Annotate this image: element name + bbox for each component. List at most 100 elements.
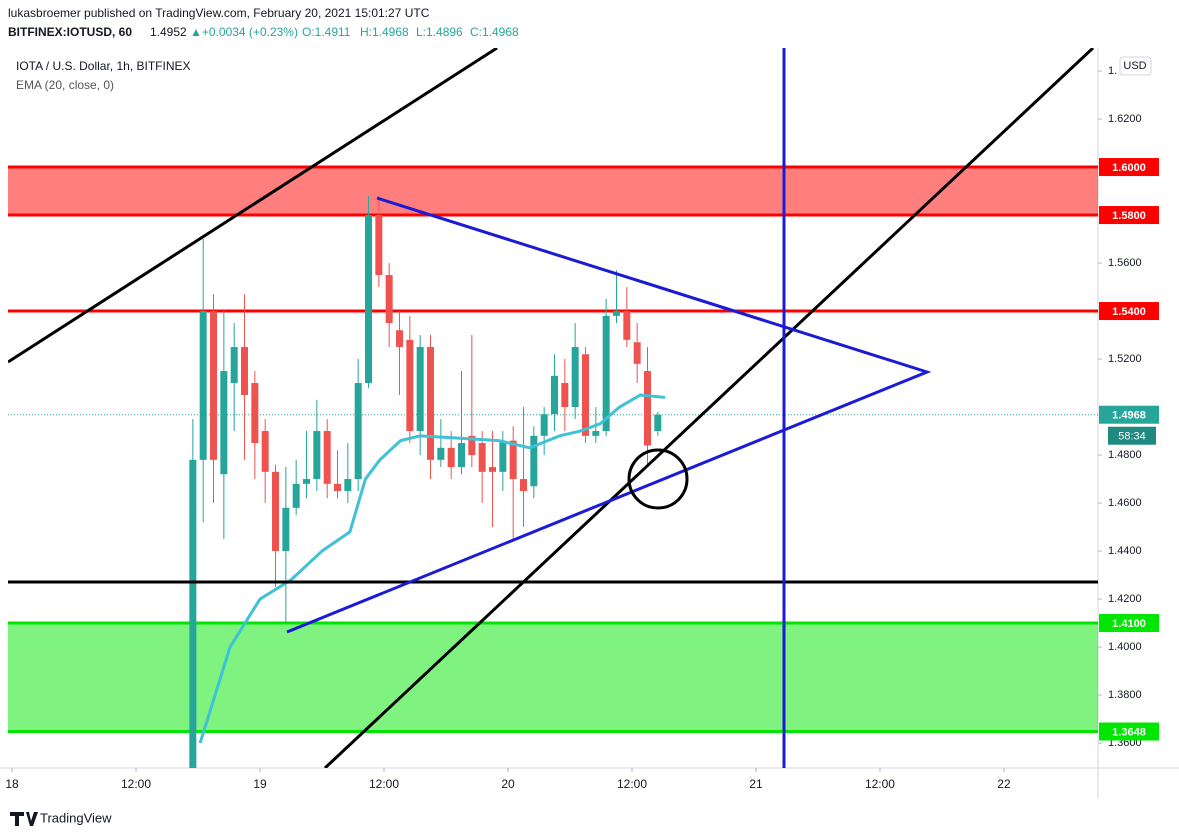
low: L:1.4896: [416, 25, 463, 39]
zone: [8, 623, 1098, 732]
candle-body: [334, 483, 342, 492]
x-tick-label: 12:00: [865, 777, 895, 791]
currency: USD: [1123, 60, 1146, 72]
y-tick-label: 1.5600: [1108, 257, 1142, 269]
x-tick-label: 22: [997, 777, 1011, 791]
y-tick-label: 1.3800: [1108, 689, 1142, 701]
candle-body: [550, 375, 558, 415]
y-tick-label: 1.4000: [1108, 641, 1142, 653]
zone: [8, 167, 1098, 216]
candle-body: [643, 371, 651, 446]
candle-body: [241, 347, 249, 396]
candle-body: [530, 435, 538, 487]
currency-box: [1119, 56, 1152, 76]
high: H:1.4968: [360, 25, 409, 39]
close: C:1.4968: [470, 25, 519, 39]
indicator-legend: EMA (20, close, 0): [16, 78, 114, 92]
y-tick-label: 1.6200: [1108, 113, 1142, 125]
x-tick-label: 12:00: [617, 777, 647, 791]
price-badge: [1099, 614, 1159, 633]
candle-body: [292, 483, 300, 508]
footer: TradingView: [10, 810, 112, 826]
x-tick-label: 19: [253, 777, 267, 791]
countdown-badge: [1108, 426, 1156, 445]
y-tick-label: 1.5200: [1108, 353, 1142, 365]
last-price: 1.4952: [150, 25, 187, 39]
candle-body: [251, 383, 259, 444]
candle-body: [230, 347, 238, 384]
candle-body: [365, 215, 373, 384]
candle-body: [654, 414, 662, 432]
price-badge-label: 1.5400: [1112, 306, 1146, 318]
trend-line: [323, 48, 1095, 768]
candle-body: [282, 507, 290, 552]
candle-body: [540, 414, 548, 436]
candle-body: [354, 383, 362, 480]
published-line: lukasbroemer published on TradingView.co…: [8, 6, 430, 20]
candle-body: [210, 311, 218, 460]
brand: TradingView: [40, 810, 112, 825]
candle-body: [406, 339, 414, 432]
candle-body: [437, 447, 445, 460]
candle-body: [468, 435, 476, 456]
x-tick-label: 20: [501, 777, 515, 791]
candle-body: [489, 467, 497, 472]
candle-body: [272, 471, 280, 552]
legend-title: IOTA / U.S. Dollar, 1h, BITFINEX: [16, 59, 191, 73]
candle-body: [416, 347, 424, 432]
candle-body: [375, 215, 383, 276]
candle-body: [592, 431, 600, 436]
plot: [8, 165, 1098, 768]
candle-body: [199, 311, 207, 460]
y-tick-label: 1.: [1108, 65, 1117, 77]
x-tick-label: 12:00: [121, 777, 151, 791]
candle-body: [581, 354, 589, 436]
current-price-badge-label: 1.4968: [1112, 410, 1146, 422]
candle-body: [571, 347, 579, 408]
ema-line: [198, 393, 666, 744]
price-badge-label: 1.5800: [1112, 210, 1146, 222]
candle-body: [313, 431, 321, 480]
y-tick-label: 1.4200: [1108, 593, 1142, 605]
open: O:1.4911: [302, 25, 351, 39]
candle-body: [261, 431, 269, 472]
countdown: 58:34: [1118, 431, 1146, 443]
candle-body: [447, 447, 455, 468]
candle-body: [385, 275, 393, 324]
candle-body: [189, 459, 197, 768]
x-tick-label: 21: [749, 777, 763, 791]
candle-body: [478, 443, 486, 472]
candle-body: [561, 383, 569, 408]
price-badge-label: 1.4100: [1112, 618, 1146, 630]
candle-body: [458, 443, 466, 468]
change-value: +0.0034 (+0.23%): [202, 25, 298, 39]
price-badge: [1099, 158, 1159, 177]
x-tick-label: 18: [5, 777, 19, 791]
candle-body: [427, 347, 435, 460]
trend-line: [8, 48, 498, 364]
y-tick-label: 1.4600: [1108, 497, 1142, 509]
candle-body: [220, 371, 228, 475]
circle: [627, 448, 689, 510]
current-price-badge: [1099, 405, 1159, 424]
triangle: [286, 196, 932, 634]
candle-body: [509, 440, 517, 480]
drawings: [8, 48, 1098, 768]
candle-body: [623, 311, 631, 340]
ticker-line: BITFINEX:IOTUSD, 60 1.4952 ▲+0.0034 (+0.…: [8, 25, 519, 39]
candle-body: [303, 479, 311, 484]
x-tick-label: 12:00: [369, 777, 399, 791]
candle-body: [499, 440, 507, 472]
change: ▲+0.0034 (+0.23%): [190, 25, 298, 39]
y-tick-label: 1.4800: [1108, 449, 1142, 461]
candle-body: [633, 342, 641, 364]
price-badge: [1099, 206, 1159, 225]
candle-body: [323, 431, 331, 484]
price-badge: [1099, 302, 1159, 321]
price-badge: [1099, 722, 1159, 741]
price-badge-label: 1.6000: [1112, 162, 1146, 174]
candle-body: [520, 479, 528, 492]
logo: [10, 812, 38, 826]
candle-body: [602, 315, 610, 432]
